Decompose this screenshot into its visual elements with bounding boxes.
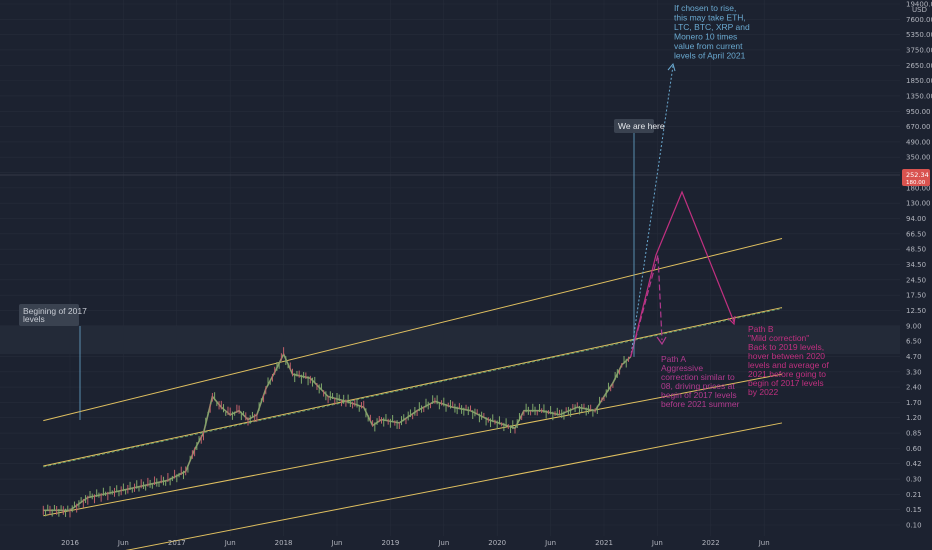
y-tick-label: 0.21 [906, 491, 922, 499]
price-badge-sub: 180.00 [906, 180, 926, 186]
annotation-rise-text: If chosen to rise, [674, 3, 736, 13]
y-tick-label: 0.42 [906, 460, 922, 468]
y-tick-label: 6.50 [906, 338, 922, 346]
y-tick-label: 0.60 [906, 445, 922, 453]
annotation-path-a-text: 08, driving prices at [661, 381, 735, 391]
annotation-rise-text: levels of April 2021 [674, 51, 746, 61]
y-tick-label: 4.70 [906, 353, 922, 361]
y-tick-label: 34.50 [906, 261, 926, 269]
annotation-begin-2017-box [19, 304, 79, 326]
annotation-here-box [614, 119, 654, 133]
y-tick-label: 66.50 [906, 230, 926, 238]
annotation-rise-text: LTC, BTC, XRP and [674, 22, 750, 32]
path-b-line [630, 190, 735, 357]
y-tick-label: 7600.00 [906, 16, 932, 24]
annotation-path-b-text: 2021 before going to [748, 369, 826, 379]
annotation-path-a-text: Path A [661, 354, 686, 364]
annotation-path-b-text: hover between 2020 [748, 351, 825, 361]
annotation-path-b-text: "Mild correction" [748, 333, 809, 343]
path-a-arrowhead [656, 336, 667, 346]
y-tick-label: 0.15 [906, 506, 922, 514]
x-tick-label: 2018 [275, 539, 293, 547]
annotation-begin-2017-text: Begining of 2017 [23, 306, 87, 316]
y-tick-label: 1850.00 [906, 77, 932, 85]
y-tick-label: 94.00 [906, 215, 926, 223]
y-tick-label: 12.50 [906, 307, 926, 315]
rise-projection [630, 65, 674, 357]
channel-line-middle-lower [43, 373, 783, 517]
annotation-path-b-text: by 2022 [748, 387, 779, 397]
x-tick-label: Jun [224, 539, 236, 547]
y-tick-label: 9.00 [906, 322, 922, 330]
y-tick-label: 48.50 [906, 246, 926, 254]
annotation-here-text: We are here [618, 121, 665, 131]
y-tick-label: 17.50 [906, 292, 926, 300]
channel-line-middle-upper [43, 307, 783, 467]
price-badge-value: 252.34 [906, 171, 929, 179]
x-tick-label: 2020 [488, 539, 506, 547]
annotation-rise-text: Monero 10 times [674, 32, 737, 42]
path-a-line [630, 254, 663, 357]
y-tick-label: 0.85 [906, 430, 922, 438]
y-tick-label: 0.10 [906, 522, 922, 530]
price-series [42, 347, 632, 518]
annotation-path-b-text: Back to 2019 levels, [748, 342, 824, 352]
y-tick-label: 3750.00 [906, 46, 932, 54]
annotation-path-a-text: correction similar to [661, 372, 735, 382]
y-tick-label: 130.00 [906, 200, 931, 208]
y-tick-label: 350.00 [906, 154, 931, 162]
y-tick-label: 1.70 [906, 399, 922, 407]
annotation-path-a-text: before 2021 summer [661, 399, 740, 409]
x-axis: 2016 Jun 2017 Jun 2018 Jun 2019 Jun 2020 Jun 2021 J… [61, 539, 770, 547]
annotation-rise-text: value from current [674, 41, 743, 51]
x-tick-label: 2021 [595, 539, 613, 547]
y-axis-currency: USD [912, 6, 927, 14]
x-tick-label: 2019 [381, 539, 399, 547]
y-tick-label: 5350.00 [906, 31, 932, 39]
y-tick-label: 180.00 [906, 184, 931, 192]
x-tick-label: Jun [758, 539, 770, 547]
x-tick-label: Jun [437, 539, 449, 547]
y-tick-label: 24.50 [906, 276, 926, 284]
level-band [0, 326, 900, 354]
channel-dashed-overlay [43, 308, 783, 468]
path-b-arrowhead [727, 315, 736, 326]
y-tick-label: 950.00 [906, 108, 931, 116]
annotation-path-b-text: levels and average of [748, 360, 829, 370]
y-tick-label: 670.00 [906, 123, 931, 131]
x-tick-label: 2022 [702, 539, 720, 547]
annotation-begin-2017-text: levels [23, 314, 45, 324]
y-tick-label: 490.00 [906, 138, 931, 146]
y-tick-label: 1.20 [906, 414, 922, 422]
y-axis: 19400.00 7600.00 5350.00 3750.00 2650.00 1850… [906, 1, 932, 530]
rise-arrowhead [667, 62, 676, 72]
x-tick-label: 2017 [168, 539, 186, 547]
y-tick-label: 2650.00 [906, 62, 932, 70]
y-tick-label: 1350.00 [906, 92, 932, 100]
annotation-path-a-text: Aggressive [661, 363, 703, 373]
y-tick-label: 19400.00 [906, 1, 932, 9]
channel-line-lower [125, 422, 783, 550]
annotation-path-a-text: begin of 2017 levels [661, 390, 737, 400]
x-tick-label: Jun [331, 539, 343, 547]
y-tick-label: 2.40 [906, 384, 922, 392]
x-tick-label: Jun [117, 539, 129, 547]
y-tick-label: 0.30 [906, 476, 922, 484]
projections [630, 62, 736, 357]
x-tick-label: Jun [544, 539, 556, 547]
annotation-path-b-text: begin of 2017 levels [748, 378, 824, 388]
price-badge-box [902, 169, 930, 186]
annotation-rise-text: this may take ETH, [674, 13, 746, 23]
x-tick-label: Jun [651, 539, 663, 547]
x-tick-label: 2016 [61, 539, 79, 547]
y-tick-label: 3.30 [906, 368, 922, 376]
annotation-path-b-text: Path B [748, 324, 774, 334]
